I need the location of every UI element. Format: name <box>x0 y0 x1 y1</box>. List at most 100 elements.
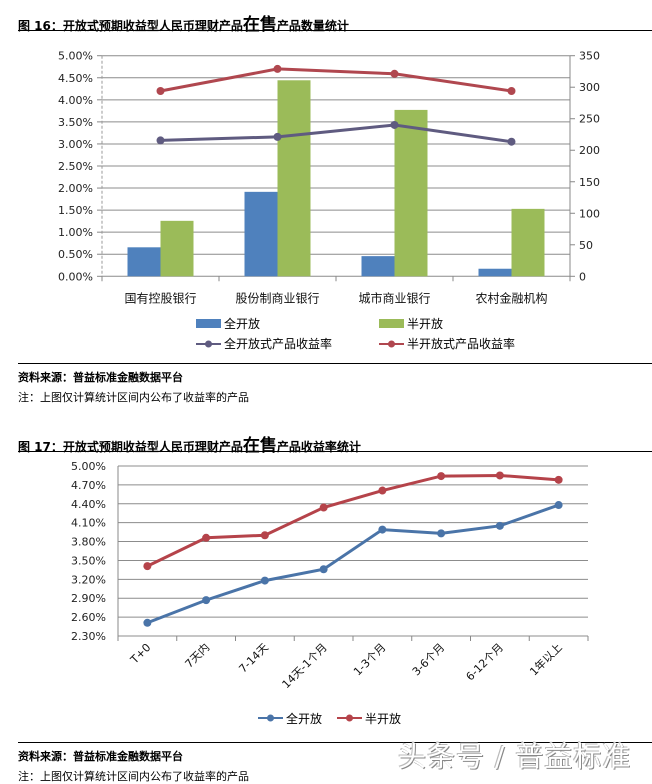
line-quan-kaifang-yield <box>160 123 512 144</box>
fig17-title-suffix: 产品收益率统计 <box>276 440 361 454</box>
line-ban-kaifang-marker <box>437 472 446 481</box>
category-label: T+0 <box>127 641 153 667</box>
line-ban-kaifang-yield-marker <box>507 86 516 95</box>
right-axis-label: 50 <box>579 239 593 252</box>
left-axis-label: 2.00% <box>58 182 93 195</box>
category-label: 农村金融机构 <box>475 290 547 305</box>
y-axis-label: 2.30% <box>71 630 106 643</box>
bar-ban-kaifang <box>277 80 311 277</box>
fig16-chart: 0.00% 0.50% 1.00% 1.50% 2.00% 2.50% 3.00% 3.50%… <box>58 50 600 351</box>
line-quan-kaifang-marker <box>378 525 387 534</box>
line-quan-kaifang-marker <box>495 521 504 530</box>
line-quan-kaifang <box>146 503 560 625</box>
y-axis-label: 4.70% <box>71 479 106 492</box>
legend-label: 半开放 <box>407 316 443 331</box>
legend-marker <box>388 340 395 348</box>
line-quan-kaifang-yield-marker <box>390 120 399 129</box>
line-quan-kaifang-marker <box>319 565 328 574</box>
right-axis-label: 350 <box>579 50 600 63</box>
fig17-title-prefix: 图 17：开放式预期收益型人民币理财产品 <box>18 440 243 454</box>
legend-marker <box>205 340 212 348</box>
legend-swatch-green <box>379 319 404 328</box>
bar-quan-kaifang <box>127 247 161 277</box>
legend-label: 全开放 <box>224 316 260 331</box>
y-axis-label: 3.50% <box>71 554 106 567</box>
line-ban-kaifang-marker <box>554 475 563 484</box>
left-axis-label: 3.00% <box>58 138 93 151</box>
fig17-title-rule <box>18 451 652 452</box>
line-quan-kaifang-yield-marker <box>156 136 165 145</box>
fig16-title-suffix: 产品数量统计 <box>276 19 349 33</box>
left-axis-label: 1.50% <box>58 204 93 217</box>
legend-marker <box>346 714 353 722</box>
category-label: 1-3个月 <box>351 641 388 678</box>
bar-ban-kaifang <box>511 208 545 277</box>
bar-quan-kaifang <box>478 268 512 277</box>
category-label: 1年以上 <box>527 640 565 678</box>
left-axis-label: 0.00% <box>58 270 93 283</box>
right-axis-label: 150 <box>579 176 600 189</box>
line-ban-kaifang-marker <box>495 471 504 480</box>
line-ban-kaifang-marker <box>378 486 387 495</box>
fig16-bottom-rule <box>18 363 652 364</box>
y-axis-label: 3.80% <box>71 536 106 549</box>
fig17-bottom-rule <box>18 742 652 743</box>
bar-quan-kaifang <box>244 191 278 277</box>
fig16-title-prefix: 图 16：开放式预期收益型人民币理财产品 <box>18 19 243 33</box>
line-ban-kaifang <box>146 473 559 568</box>
category-label: 3-6个月 <box>410 641 447 678</box>
bar-ban-kaifang <box>394 109 428 277</box>
bar-quan-kaifang <box>361 256 395 277</box>
legend-label: 全开放 <box>286 711 322 726</box>
legend-label: 全开放式产品收益率 <box>224 336 332 351</box>
watermark: 头条号 / 普益标准 <box>398 740 632 773</box>
y-axis-label: 3.20% <box>71 573 106 586</box>
line-quan-kaifang-marker <box>202 596 211 605</box>
line-ban-kaifang-yield <box>160 67 512 93</box>
left-axis-label: 5.00% <box>58 50 93 63</box>
legend-label: 半开放式产品收益率 <box>407 336 515 351</box>
category-label: 股份制商业银行 <box>235 290 319 305</box>
category-label: 6-12个月 <box>464 641 506 683</box>
fig17-chart: 2.30% 2.60% 2.90% 3.20% 3.50% 3.80% 4.10% 4.40%… <box>71 460 589 726</box>
legend-swatch-blue <box>196 319 221 328</box>
line-ban-kaifang-marker <box>202 533 211 542</box>
left-axis-label: 3.50% <box>58 116 93 129</box>
left-axis-label: 1.00% <box>58 226 93 239</box>
line-quan-kaifang-marker <box>143 618 152 627</box>
category-label: 14天-1个月 <box>280 641 330 691</box>
bar-ban-kaifang <box>160 220 194 277</box>
y-axis-label: 2.90% <box>71 592 106 605</box>
right-axis-label: 0 <box>579 270 586 283</box>
line-quan-kaifang-marker <box>260 576 269 585</box>
fig17-title: 图 17：开放式预期收益型人民币理财产品在售产品收益率统计 <box>18 431 361 456</box>
left-axis-label: 0.50% <box>58 248 93 261</box>
right-axis-label: 100 <box>579 207 600 220</box>
y-axis-label: 4.10% <box>71 517 106 530</box>
category-label: 城市商业银行 <box>358 290 430 305</box>
left-axis-label: 4.00% <box>58 94 93 107</box>
line-quan-kaifang-marker <box>437 529 446 538</box>
right-axis-label: 250 <box>579 113 600 126</box>
left-axis-label: 2.50% <box>58 160 93 173</box>
fig16-title-rule <box>18 30 652 31</box>
fig17-title-big: 在售 <box>242 436 277 456</box>
category-label: 7天内 <box>182 640 212 670</box>
fig17-source: 资料来源：普益标准金融数据平台 <box>18 750 183 763</box>
line-ban-kaifang-marker <box>260 531 269 540</box>
fig16-note: 注：上图仅计算统计区间内公布了收益率的产品 <box>18 391 249 404</box>
y-axis-label: 4.40% <box>71 498 106 511</box>
fig16-source: 资料来源：普益标准金融数据平台 <box>18 371 183 384</box>
line-ban-kaifang-marker <box>143 562 152 571</box>
line-quan-kaifang-yield-marker <box>273 132 282 141</box>
line-quan-kaifang-marker <box>554 501 563 510</box>
legend-label: 半开放 <box>365 711 401 726</box>
fig16-title-big: 在售 <box>242 15 277 35</box>
legend-marker <box>267 714 274 722</box>
y-axis-label: 5.00% <box>71 460 106 473</box>
fig16-title: 图 16：开放式预期收益型人民币理财产品在售产品数量统计 <box>18 10 349 35</box>
fig17-note: 注：上图仅计算统计区间内公布了收益率的产品 <box>18 770 249 783</box>
right-axis-label: 300 <box>579 81 600 94</box>
right-axis-label: 200 <box>579 144 600 157</box>
line-ban-kaifang-marker <box>319 503 328 512</box>
